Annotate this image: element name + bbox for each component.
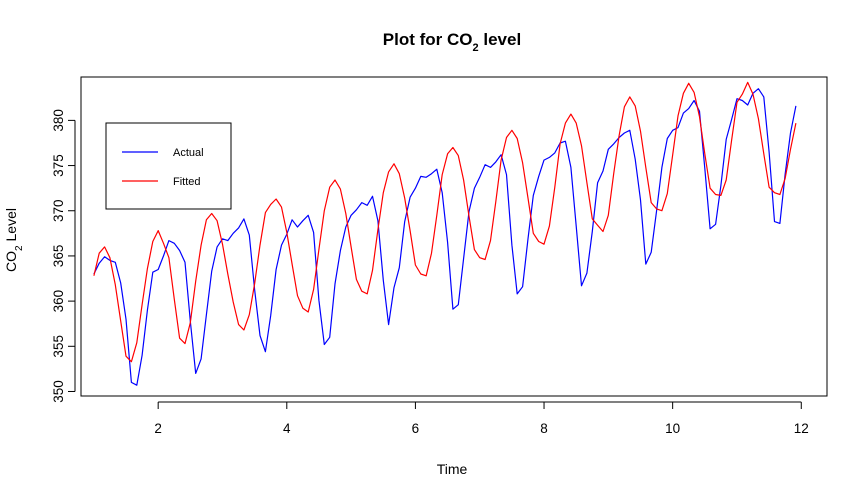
y-axis-label-tail: Level — [3, 208, 19, 245]
x-tick-label: 4 — [283, 421, 291, 436]
y-tick-label: 350 — [51, 380, 66, 403]
x-tick-label: 2 — [154, 421, 162, 436]
chart-title-main: Plot for CO — [383, 30, 473, 49]
chart-title-tail: level — [479, 30, 522, 49]
legend-label-fitted: Fitted — [173, 176, 201, 188]
plot-area-border — [80, 76, 828, 397]
series-line-actual — [93, 88, 797, 386]
x-tick-label: 12 — [794, 421, 809, 436]
legend-label-actual: Actual — [173, 147, 204, 159]
chart-title: Plot for CO2 level — [383, 30, 521, 54]
y-tick-label: 370 — [51, 199, 66, 222]
chart-title-subscript: 2 — [473, 42, 479, 54]
y-tick-label: 380 — [51, 109, 66, 132]
x-axis: 2 4 6 8 10 12 — [154, 401, 809, 436]
y-tick-label: 375 — [51, 154, 66, 177]
series-line-fitted — [93, 81, 797, 363]
y-tick-label: 355 — [51, 335, 66, 358]
x-axis-label: Time — [437, 461, 468, 477]
y-tick-label: 365 — [51, 245, 66, 268]
legend-box — [105, 122, 232, 210]
x-tick-label: 6 — [412, 421, 420, 436]
y-axis-label-main: CO — [3, 251, 19, 272]
y-axis: 350 355 360 365 370 375 380 — [51, 109, 76, 403]
y-axis-label: CO2 Level — [3, 208, 25, 272]
x-tick-label: 10 — [665, 421, 680, 436]
legend: Actual Fitted — [105, 122, 232, 210]
y-axis-label-subscript: 2 — [14, 245, 25, 251]
x-tick-label: 8 — [540, 421, 548, 436]
series-layer — [93, 81, 797, 386]
y-tick-label: 360 — [51, 290, 66, 313]
